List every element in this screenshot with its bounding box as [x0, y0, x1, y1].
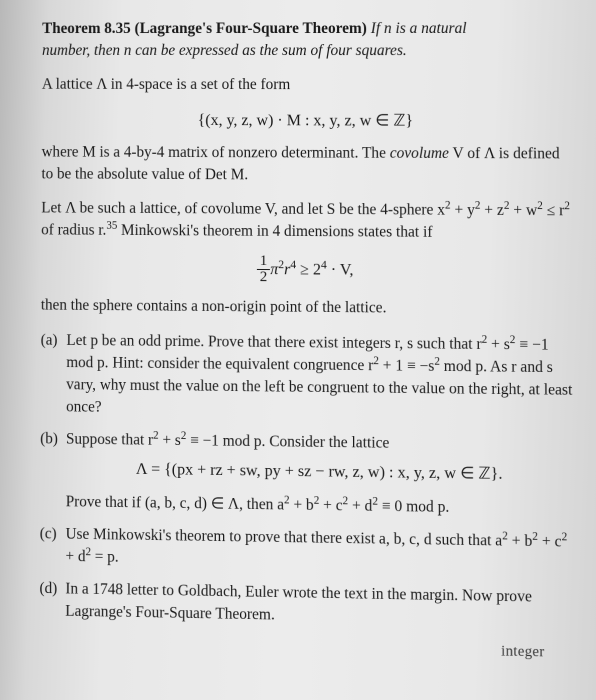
mink-t5: ≤ r: [543, 202, 565, 219]
part-body: In a 1748 letter to Goldbach, Euler wrot…: [65, 578, 575, 632]
part-label: (c): [40, 523, 66, 568]
mink-t1: Let Λ be such a lattice, of covolume V, …: [41, 199, 445, 218]
page-content: Theorem 8.35 (Lagrange's Four-Square The…: [0, 0, 596, 676]
part-b: (b) Suppose that r2 + s2 ≡ −1 mod p. Con…: [40, 428, 575, 520]
pb-t2: + s: [159, 432, 181, 449]
part-label: (b): [40, 428, 66, 513]
exp: 2: [564, 200, 570, 212]
mink-t6: of radius r.: [41, 222, 106, 239]
footer-fragment: integer: [39, 633, 575, 665]
pb-t3: ≡ −1 mod p. Consider the lattice: [186, 432, 389, 452]
pa-t4: + 1 ≡ −s: [379, 357, 435, 375]
pb-t4: Prove that if (a, b, c, d) ∈ Λ, then a: [66, 493, 284, 513]
pc-t2: + b: [508, 532, 533, 550]
part-body: Use Minkowski's theorem to prove that th…: [65, 523, 575, 576]
minkowski-inequality: 1 2 π2r4 ≥ 24 · V,: [41, 254, 574, 289]
part-label: (a): [40, 329, 66, 418]
pb-t5: + b: [290, 496, 314, 514]
exercise-parts: (a) Let p be an odd prime. Prove that th…: [39, 329, 575, 633]
fraction-denominator: 2: [257, 269, 271, 285]
pc-t5: = p.: [91, 548, 119, 566]
ineq-ge: ≥ 2: [296, 262, 321, 279]
theorem-statement-l2: number, then n can be expressed as the s…: [42, 42, 407, 59]
footnote-ref: 35: [106, 220, 117, 232]
part-body: Let p be an odd prime. Prove that there …: [66, 329, 574, 424]
minkowski-conclusion: then the sphere contains a non-origin po…: [41, 295, 574, 322]
theorem-title: (Lagrange's Four-Square Theorem): [135, 20, 367, 37]
pc-t4: + d: [65, 548, 85, 566]
minkowski-setup: Let Λ be such a lattice, of covolume V, …: [41, 197, 573, 245]
ineq-rhs: · V,: [327, 262, 354, 279]
exp: 2: [562, 531, 568, 543]
part-label: (d): [39, 578, 65, 623]
lattice-intro: A lattice Λ in 4-space is a set of the f…: [42, 74, 573, 97]
part-body: Suppose that r2 + s2 ≡ −1 mod p. Conside…: [66, 429, 575, 521]
theorem-statement-l1: If n is a natural: [371, 20, 467, 37]
pb-t8: ≡ 0 mod p.: [378, 497, 449, 515]
part-c: (c) Use Minkowski's theorem to prove tha…: [40, 523, 575, 577]
mink-t4: + w: [509, 202, 537, 219]
part-b-lattice: Λ = {(px + rz + sw, py + sz − rw, z, w) …: [66, 457, 575, 488]
pb-t7: + d: [348, 497, 372, 515]
pb-t6: + c: [319, 496, 342, 514]
fraction-numerator: 1: [257, 254, 271, 269]
fraction-half: 1 2: [257, 254, 271, 285]
lattice-set-display: {(x, y, z, w) · M : x, y, z, w ∈ ℤ}: [42, 108, 573, 133]
pa-t2: + s: [487, 335, 510, 353]
theorem-heading: Theorem 8.35 (Lagrange's Four-Square The…: [42, 18, 572, 63]
pc-t1: Use Minkowski's theorem to prove that th…: [66, 525, 503, 549]
pa-t1: Let p be an odd prime. Prove that there …: [66, 331, 481, 352]
covolume-term: covolume: [390, 144, 449, 161]
lattice-definition: where M is a 4-by-4 matrix of nonzero de…: [41, 141, 573, 188]
mink-t3: + z: [480, 202, 503, 219]
pc-t3: + c: [538, 532, 562, 550]
mink-t2: + y: [451, 202, 475, 219]
pb-t1: Suppose that r: [66, 431, 153, 449]
part-d: (d) In a 1748 letter to Goldbach, Euler …: [39, 578, 575, 633]
part-a: (a) Let p be an odd prime. Prove that th…: [40, 329, 574, 425]
theorem-label: Theorem 8.35: [42, 20, 131, 37]
lattice-def-p1: where M is a 4-by-4 matrix of nonzero de…: [42, 143, 390, 161]
mink-t7: Minkowski's theorem in 4 dimensions stat…: [117, 222, 432, 241]
